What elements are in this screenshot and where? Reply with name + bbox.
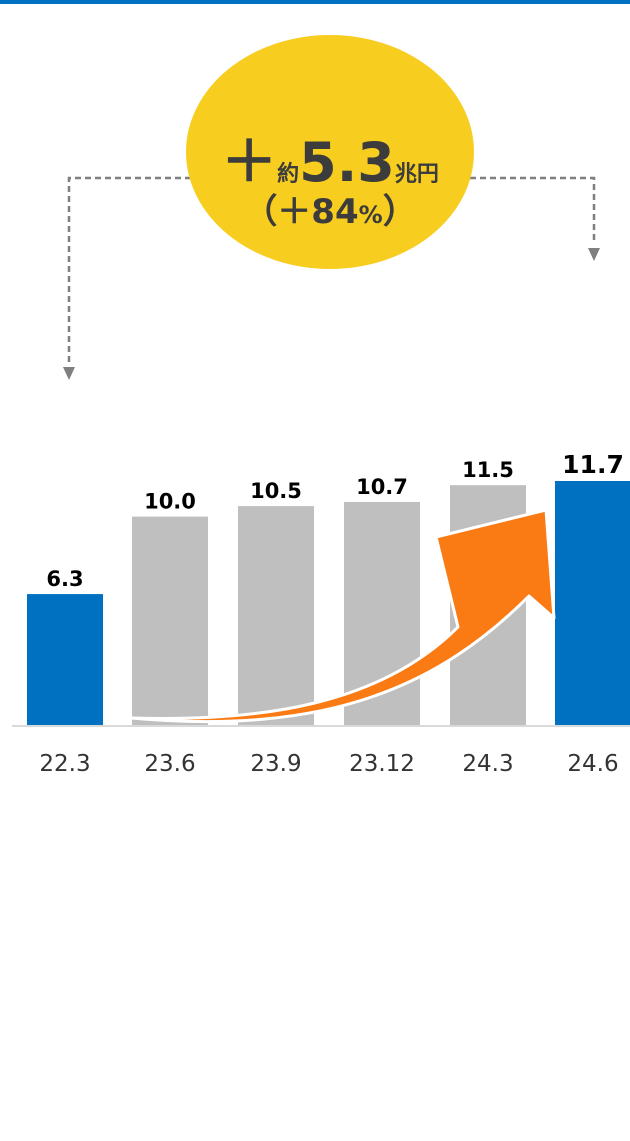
connector-right-arrowhead	[588, 248, 600, 261]
x-tick-label-23.9: 23.9	[250, 751, 301, 777]
x-tick-label-24.6: 24.6	[567, 751, 618, 777]
badge-percent-value: （＋84	[243, 192, 359, 232]
x-tick-label-24.3: 24.3	[462, 751, 513, 777]
growth-badge: ＋約5.3兆円 （＋84%）	[186, 35, 474, 269]
badge-approx-label: 約	[277, 162, 300, 187]
x-tick-label-23.6: 23.6	[144, 751, 195, 777]
value-label-22.3: 6.3	[46, 567, 83, 591]
badge-percent: （＋84%）	[186, 195, 474, 229]
growth-arrow	[129, 508, 556, 724]
value-label-24.3: 11.5	[462, 458, 514, 482]
badge-unit-label: 兆円	[394, 162, 439, 187]
x-tick-label-22.3: 22.3	[39, 751, 90, 777]
bar-22.3	[27, 594, 103, 726]
badge-plus-sign: ＋	[221, 130, 278, 195]
connector-left-arrowhead	[63, 367, 75, 380]
badge-amount: ＋約5.3兆円	[186, 135, 474, 191]
connector-left	[67, 176, 192, 362]
bar-23.9	[238, 506, 314, 726]
badge-percent-close: ）	[382, 192, 417, 232]
badge-amount-value: 5.3	[299, 131, 395, 194]
bar-24.6	[555, 481, 630, 726]
connector-right	[470, 176, 596, 244]
top-rule	[0, 0, 630, 4]
value-label-23.6: 10.0	[144, 490, 196, 514]
value-label-23.12: 10.7	[356, 475, 408, 499]
badge-percent-sign: %	[358, 201, 383, 229]
value-label-24.6: 11.7	[562, 450, 624, 479]
x-tick-label-23.12: 23.12	[349, 751, 415, 777]
value-label-23.9: 10.5	[250, 479, 302, 503]
bar-23.6	[132, 516, 208, 726]
